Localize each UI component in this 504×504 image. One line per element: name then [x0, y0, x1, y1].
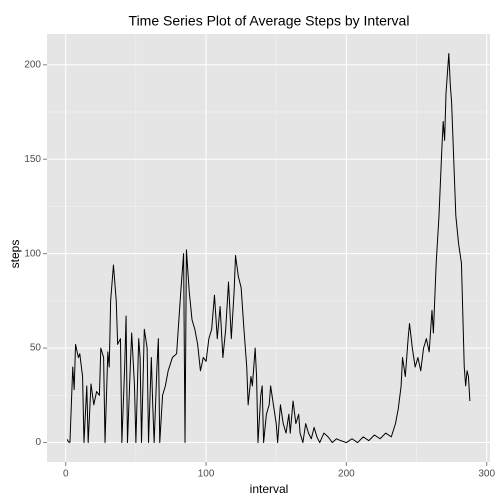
x-tick-label: 300: [478, 469, 495, 480]
y-axis-label: steps: [8, 240, 22, 269]
y-tick-label: 0: [35, 437, 41, 448]
x-tick-label: 200: [338, 469, 355, 480]
y-tick-label: 150: [24, 154, 41, 165]
x-tick-label: 0: [63, 469, 69, 480]
x-tick-label: 100: [198, 469, 215, 480]
y-tick-label: 50: [30, 343, 42, 354]
plot-background: [47, 34, 490, 462]
chart-title: Time Series Plot of Average Steps by Int…: [129, 13, 410, 29]
x-axis-label: interval: [250, 482, 289, 496]
y-tick-label: 200: [24, 59, 41, 70]
y-tick-label: 100: [24, 248, 41, 259]
data-line: [66, 52, 471, 444]
